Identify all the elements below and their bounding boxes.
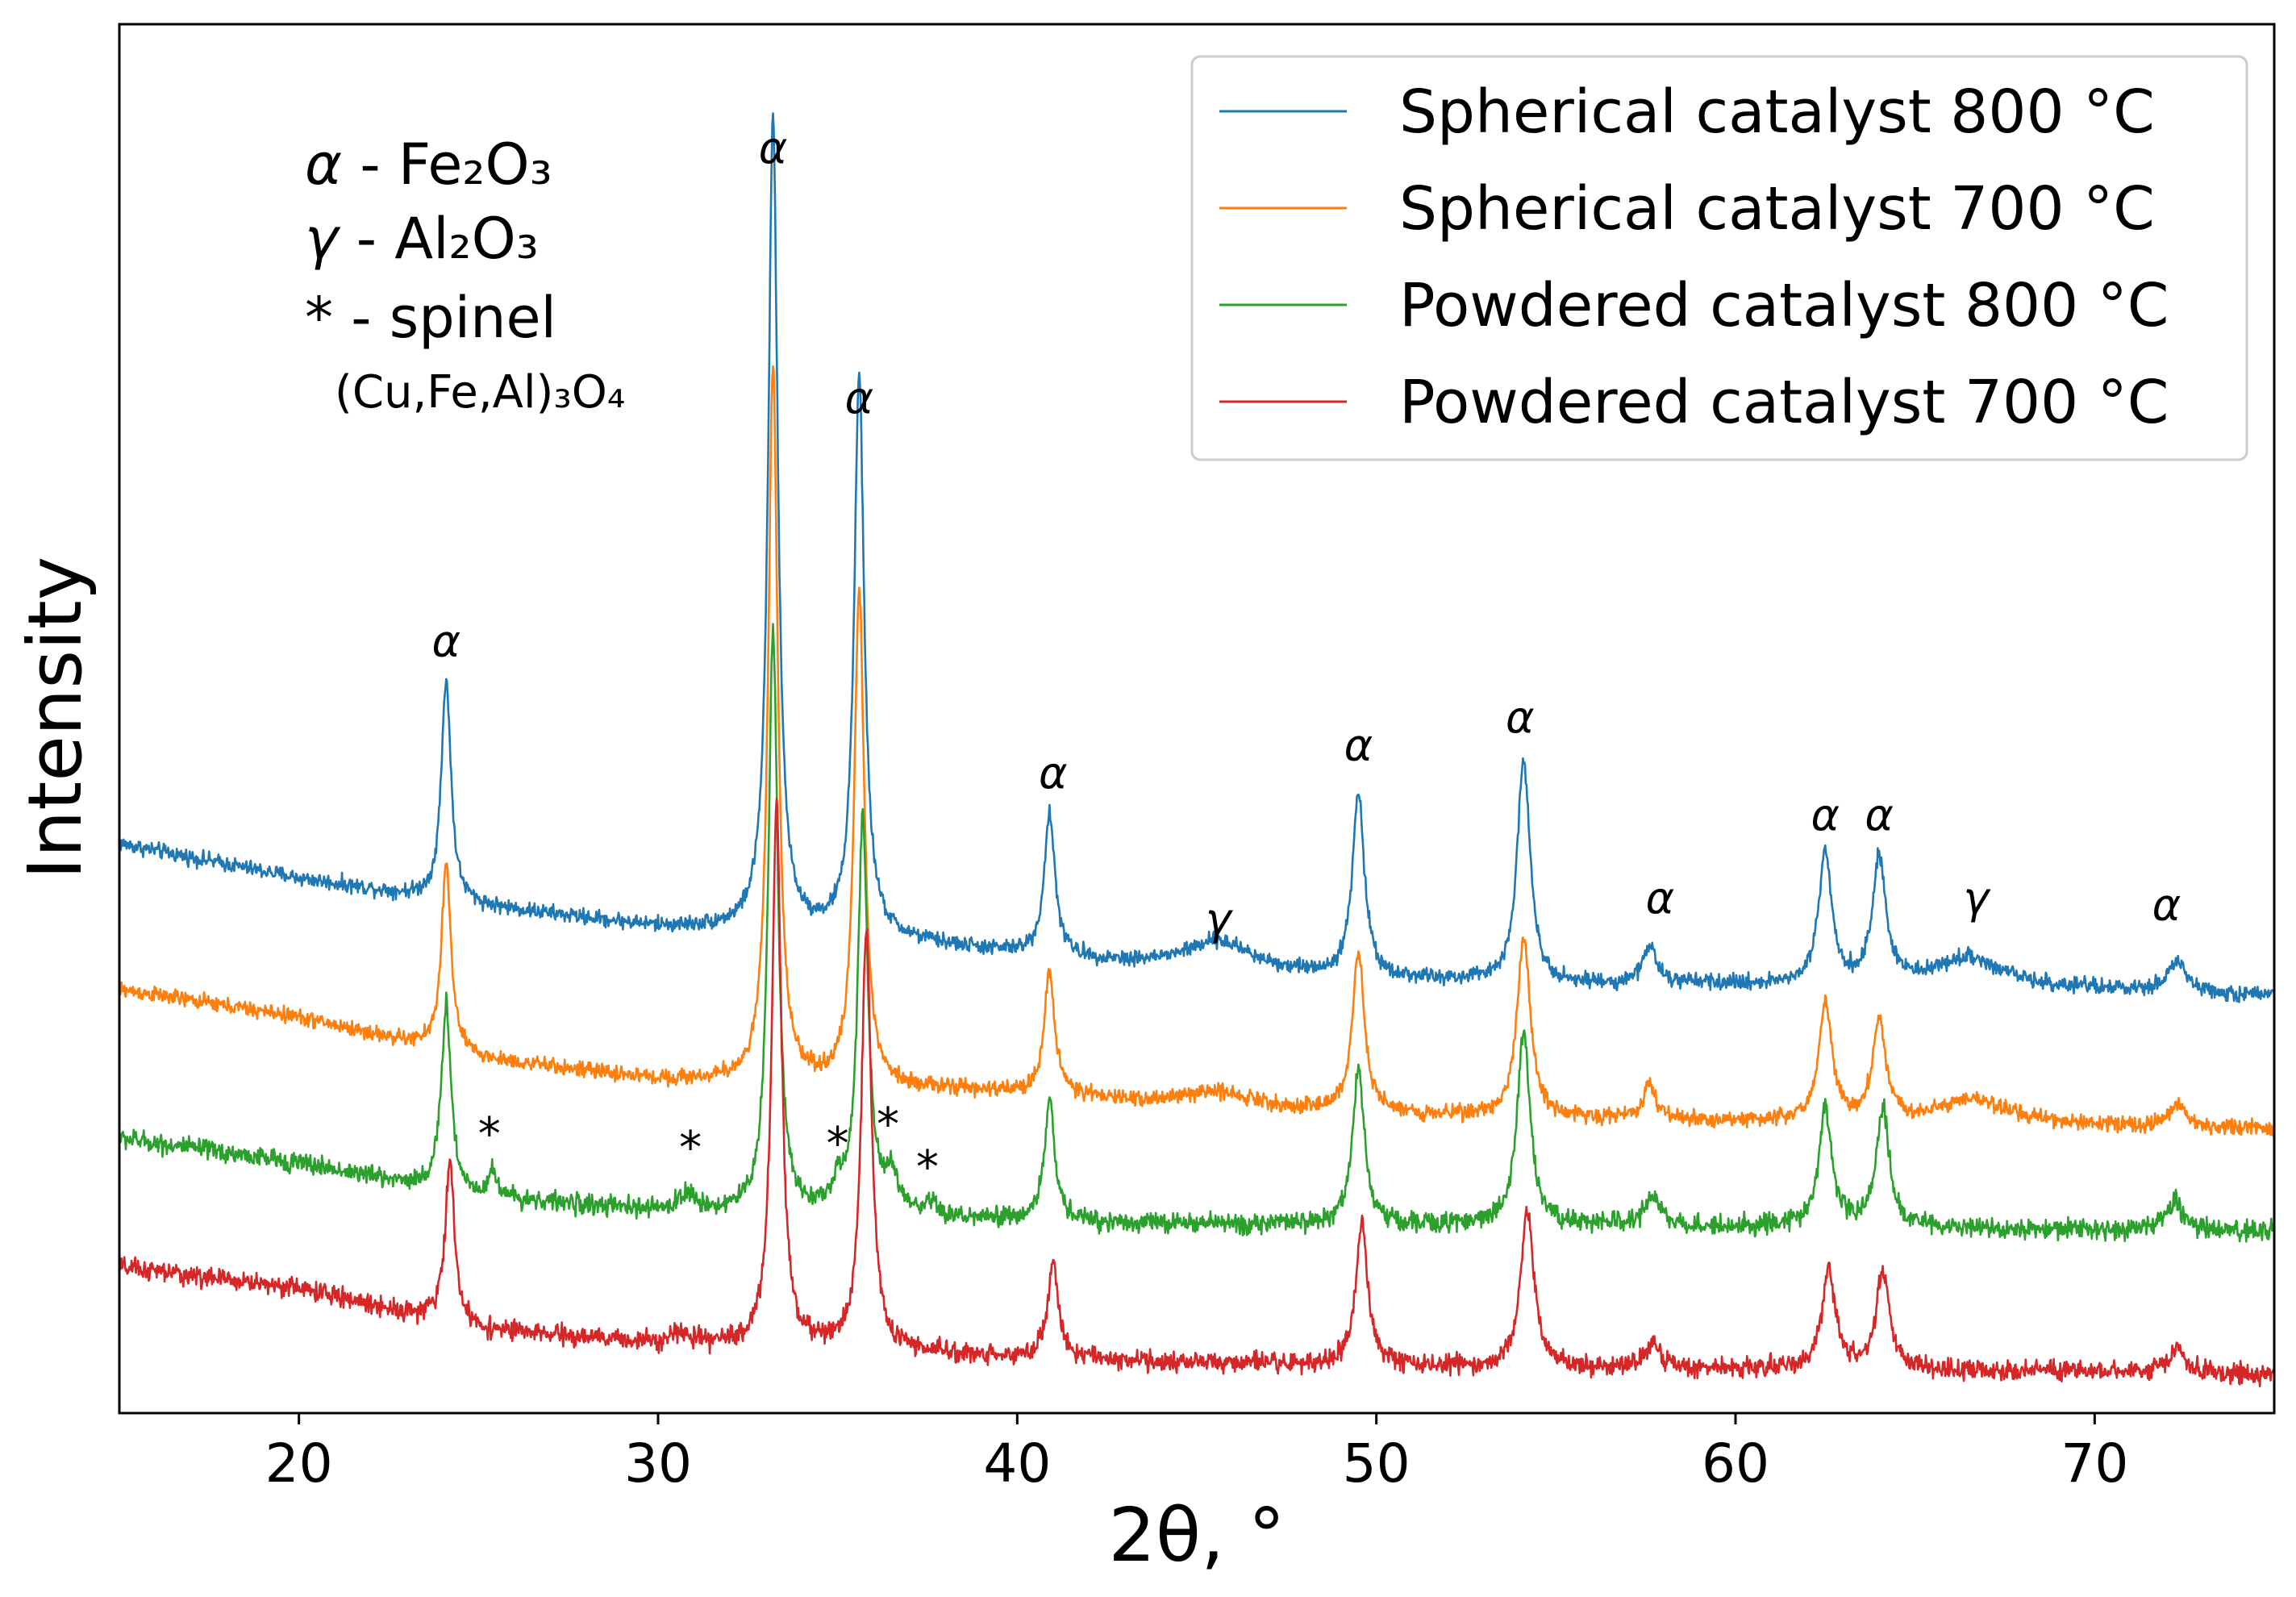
x-tick-label: 70	[2061, 1432, 2128, 1495]
x-tick-label: 50	[1343, 1432, 1411, 1495]
x-axis: 20 30 40 50 60 70	[265, 1413, 2128, 1495]
peak-label: α	[759, 123, 788, 173]
series-legend: Spherical catalyst 800 °C Spherical catal…	[1190, 55, 2248, 461]
x-axis-title: 2θ, °	[1108, 1492, 1285, 1578]
peak-label: γ	[1963, 873, 1991, 924]
peak-label: α	[845, 373, 874, 423]
peak-label: α	[1344, 720, 1373, 771]
x-tick-label: 40	[983, 1432, 1051, 1495]
phase-legend-entry: (Cu,Fe,Al)₃O₄	[335, 366, 625, 419]
peak-label: α	[1865, 790, 1894, 840]
y-axis-title: Intensity	[12, 557, 98, 879]
legend-label: Spherical catalyst 700 °C	[1399, 174, 2155, 244]
spinel-marker: *	[877, 1099, 899, 1151]
phase-legend: α - Fe₂O₃ γ - Al₂O₃ * - spinel (Cu,Fe,Al)₃O…	[305, 131, 625, 419]
plot-frame	[118, 23, 2276, 1415]
phase-legend-entry: γ - Al₂O₃	[305, 206, 539, 272]
spinel-marker: *	[679, 1122, 702, 1174]
legend-label: Powdered catalyst 700 °C	[1399, 368, 2169, 437]
phase-legend-entry: * - spinel	[305, 285, 556, 351]
series-line-4	[118, 797, 2276, 1388]
series-layer	[118, 112, 2276, 1388]
legend-label: Spherical catalyst 800 °C	[1399, 77, 2155, 147]
peak-label: γ	[1206, 894, 1234, 944]
series-line-3	[118, 623, 2276, 1243]
phase-legend-entry: α - Fe₂O₃	[305, 131, 552, 198]
legend-label: Powdered catalyst 800 °C	[1399, 271, 2169, 340]
x-tick-label: 60	[1702, 1432, 1769, 1495]
peak-label: α	[2152, 880, 2181, 931]
series-line-2	[118, 365, 2276, 1136]
series-line-1	[118, 112, 2276, 1003]
peak-label: α	[1506, 692, 1535, 743]
x-tick-label: 20	[265, 1432, 333, 1495]
x-tick-label: 30	[624, 1432, 692, 1495]
spinel-marker: *	[916, 1141, 939, 1194]
peak-label: α	[1646, 873, 1675, 924]
legend-box	[1190, 55, 2248, 461]
peak-label: α	[431, 616, 460, 667]
peak-label: α	[1811, 790, 1840, 840]
spinel-marker: *	[478, 1108, 501, 1161]
peak-label: α	[1039, 748, 1068, 798]
spinel-marker: *	[827, 1118, 849, 1170]
